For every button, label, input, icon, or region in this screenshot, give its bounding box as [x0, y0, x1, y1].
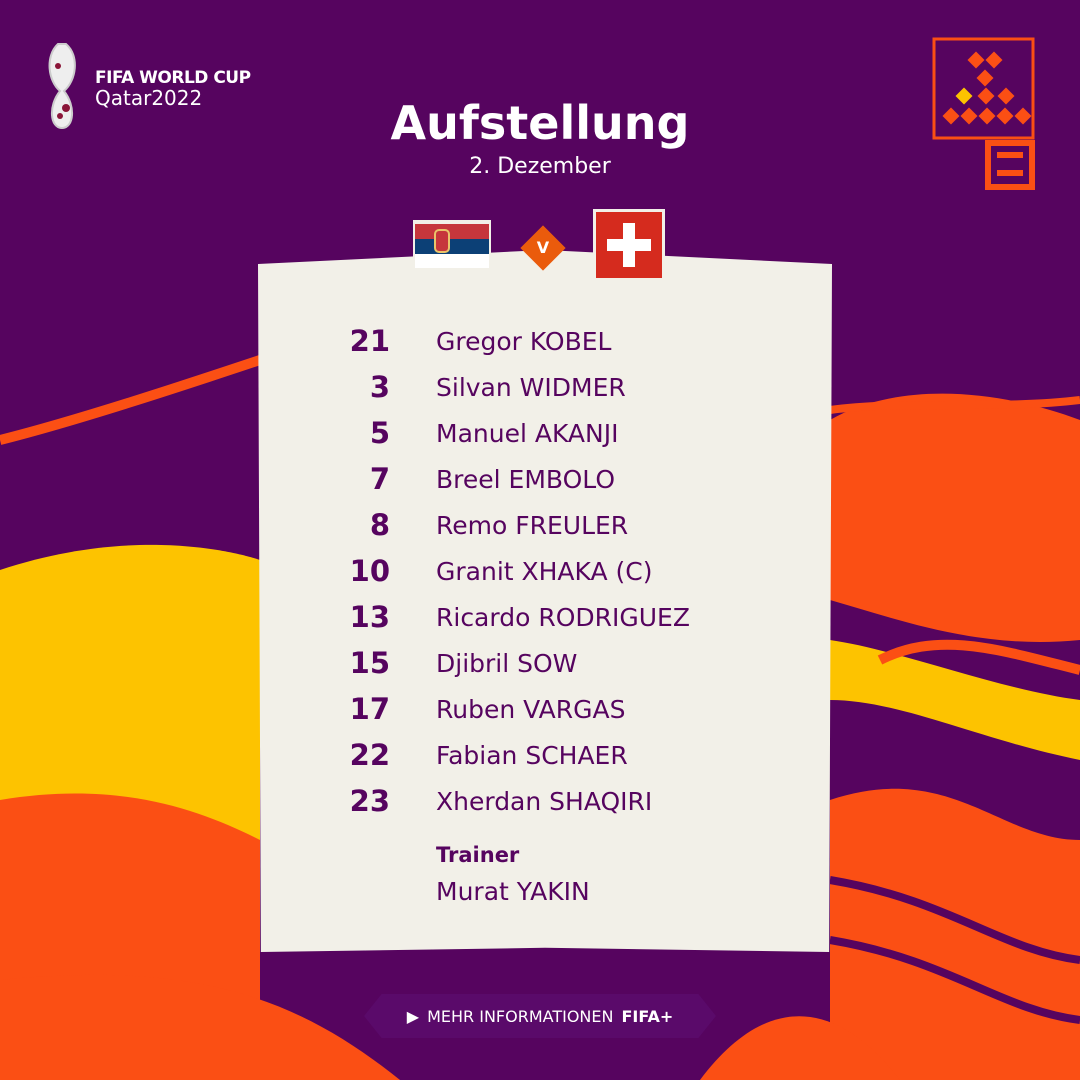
player-row: 15 Djibril SOW: [300, 640, 578, 686]
player-row: 8 Remo FREULER: [300, 502, 628, 548]
player-name: Xherdan SHAQIRI: [436, 786, 653, 816]
logo-line-2: Qatar2022: [95, 86, 203, 110]
player-row: 3 Silvan WIDMER: [300, 364, 626, 410]
versus-label: V: [536, 238, 550, 257]
world-cup-wordmark: FIFA WORLD CUP Qatar2022: [95, 68, 251, 108]
player-name: Fabian SCHAER: [436, 740, 628, 770]
player-name: Breel EMBOLO: [436, 464, 616, 494]
match-date: 2. Dezember: [469, 154, 611, 179]
player-number: 22: [349, 738, 390, 772]
player-row: 5 Manuel AKANJI: [300, 410, 619, 456]
lineup-card: [258, 250, 832, 952]
logo-line-1: FIFA WORLD CUP: [95, 68, 251, 88]
player-row: 13 Ricardo RODRIGUEZ: [300, 594, 690, 640]
player-number: 10: [349, 554, 390, 588]
page-title: Aufstellung: [390, 96, 690, 150]
player-row: 10 Granit XHAKA (C): [300, 548, 653, 594]
player-number: 7: [369, 462, 390, 496]
player-name: Gregor KOBEL: [436, 326, 612, 356]
player-number: 17: [349, 692, 390, 726]
player-row: 7 Breel EMBOLO: [300, 456, 615, 502]
versus-badge: V: [520, 225, 566, 271]
player-name: Manuel AKANJI: [436, 418, 619, 448]
player-name: Remo FREULER: [436, 510, 629, 540]
world-cup-emblem: [48, 43, 76, 130]
switzerland-flag-icon: [593, 209, 665, 281]
play-icon: ▶: [406, 1006, 420, 1026]
player-row: 22 Fabian SCHAER: [300, 732, 628, 778]
player-number: 15: [349, 646, 390, 680]
fifa-plus-brand: FIFA+: [621, 1006, 674, 1026]
player-name: Granit XHAKA (C): [436, 556, 653, 586]
player-number: 8: [369, 508, 390, 542]
player-row: 23 Xherdan SHAQIRI: [300, 778, 653, 824]
trainer-name: Murat YAKIN: [436, 877, 590, 906]
player-name: Ricardo RODRIGUEZ: [436, 602, 690, 632]
player-number: 13: [349, 600, 390, 634]
serbia-flag-icon: [413, 220, 491, 272]
player-row: 21 Gregor KOBEL: [300, 318, 612, 364]
player-number: 23: [349, 784, 390, 818]
player-number: 21: [349, 324, 390, 358]
more-info-label: MEHR INFORMATIONEN: [427, 1006, 614, 1026]
player-number: 3: [369, 370, 390, 404]
player-number: 5: [369, 416, 390, 450]
more-info-button[interactable]: ▶ MEHR INFORMATIONEN FIFA+: [364, 994, 716, 1038]
player-name: Ruben VARGAS: [436, 694, 626, 724]
player-name: Silvan WIDMER: [436, 372, 626, 402]
player-name: Djibril SOW: [436, 648, 578, 678]
player-row: 17 Ruben VARGAS: [300, 686, 626, 732]
trainer-label: Trainer: [436, 843, 520, 867]
